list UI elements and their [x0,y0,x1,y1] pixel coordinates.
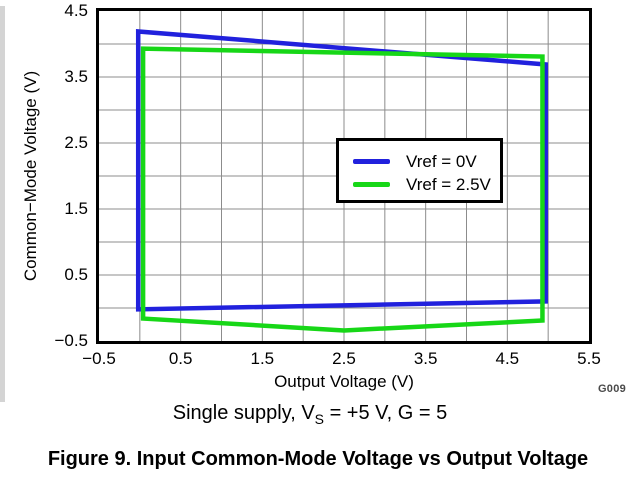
x-tick-label: 4.5 [495,349,520,368]
plot-id-code: G009 [597,383,627,395]
x-tick-label: 0.5 [168,349,193,368]
series-vref-2-5v [140,46,545,333]
x-tick-label: 1.5 [250,349,275,368]
legend-entry-vref-0v: Vref = 0V [353,150,500,173]
legend-line-swatch-blue [353,159,390,164]
figure-caption: Figure 9. Input Common-Mode Voltage vs O… [47,448,589,470]
legend-label: Vref = 0V [406,151,477,171]
x-tick-label: 3.5 [413,349,438,368]
y-tick-label: 4.5 [64,1,88,20]
condition-prefix: Single supply, V [172,402,315,424]
test-conditions: Single supply, VS = +5 V, G = 5 [60,401,560,427]
legend-label: Vref = 2.5V [406,174,491,194]
y-tick-label: 0.5 [64,265,88,284]
series-vref-0v [135,29,548,312]
condition-subscript: S [314,411,325,427]
y-tick-label: 3.5 [64,67,88,86]
x-tick-label: 5.5 [577,349,601,368]
condition-suffix: = +5 V, G = 5 [324,402,448,424]
y-tick-label: 1.5 [64,199,88,218]
page-edge-artifact [0,6,5,402]
x-axis-tick-labels: −0.5 0.5 1.5 2.5 3.5 4.5 5.5 [82,349,601,371]
y-axis-tick-labels: 4.5 3.5 2.5 1.5 0.5 −0.5 [20,1,88,350]
x-axis-title: Output Voltage (V) [274,372,414,391]
legend-entry-vref-2-5v: Vref = 2.5V [353,173,500,196]
x-tick-label: 2.5 [332,349,356,368]
y-tick-label: −0.5 [54,331,88,350]
plot-area [96,8,592,344]
legend-line-swatch-green [353,182,390,187]
chart-canvas [99,11,589,341]
x-tick-label: −0.5 [82,349,116,368]
legend-box: Vref = 0V Vref = 2.5V [336,138,503,203]
y-tick-label: 2.5 [64,133,88,152]
